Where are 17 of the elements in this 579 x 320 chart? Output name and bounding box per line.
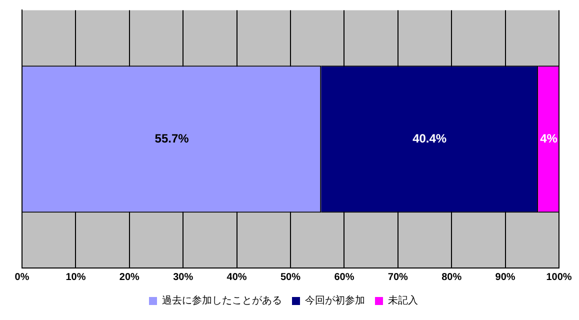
x-tick-label: 100% (546, 272, 572, 283)
data-label: 40.4% (412, 131, 447, 146)
data-label: 55.7% (154, 131, 190, 146)
legend-label: 未記入 (388, 294, 418, 307)
x-tick-label: 70% (388, 272, 408, 283)
x-tick-label: 80% (442, 272, 462, 283)
legend-label: 過去に参加したことがある (162, 294, 282, 307)
x-tick-label: 40% (226, 272, 247, 283)
legend-label: 今回が初参加 (305, 294, 365, 307)
x-tick-label: 60% (334, 272, 354, 283)
x-tick-label: 20% (119, 272, 140, 283)
x-tick-label: 10% (66, 272, 86, 283)
data-label: 4% (540, 131, 558, 146)
x-tick-label: 90% (495, 272, 516, 283)
x-tick-label: 0% (14, 272, 30, 283)
x-tick-label: 50% (280, 272, 301, 283)
x-tick-label: 30% (173, 272, 194, 283)
